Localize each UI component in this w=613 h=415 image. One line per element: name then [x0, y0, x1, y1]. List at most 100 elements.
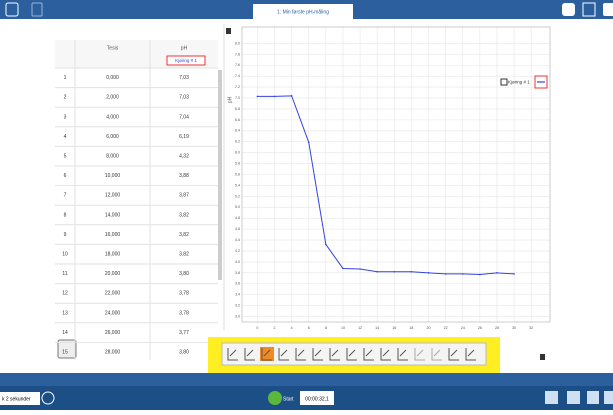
tool-glyph	[448, 348, 459, 361]
x-tick-label: 28	[495, 326, 499, 330]
cell: 3,82	[179, 232, 189, 238]
x-tick-label: 12	[358, 326, 362, 330]
x-tick-label: 24	[461, 326, 465, 330]
column-header: Tesis	[107, 45, 119, 51]
y-tick-label: 7.2	[235, 85, 240, 89]
data-point	[427, 272, 430, 274]
tool-glyph	[261, 348, 272, 361]
data-point	[444, 273, 447, 275]
cell: 18,000	[105, 252, 121, 258]
tool-icons	[227, 347, 476, 361]
x-tick-label: 2	[274, 326, 276, 330]
data-line	[257, 95, 515, 275]
data-point	[513, 273, 515, 275]
bluetooth-icon[interactable]	[562, 3, 575, 16]
share-icon[interactable]	[582, 2, 596, 17]
cell: 3	[64, 114, 67, 120]
tool-glyph	[227, 348, 238, 361]
tool-icon-b[interactable]	[567, 391, 580, 404]
y-tick-label: 4.2	[235, 249, 240, 253]
cell: 4	[64, 134, 67, 140]
run-label: Kjøring # 1	[175, 58, 197, 63]
tab[interactable]	[253, 4, 353, 19]
y-tick-label: 3.8	[235, 271, 240, 275]
x-tick-label: 4	[291, 326, 293, 330]
tool-icon-c[interactable]	[587, 391, 599, 404]
tool-glyph	[380, 348, 391, 361]
y-tick-label: 5.4	[235, 183, 240, 187]
cell: 7,03	[179, 75, 189, 81]
y-tick-label: 3.6	[235, 282, 240, 286]
data-point	[290, 95, 293, 97]
file-icon[interactable]	[31, 2, 43, 17]
table-menu[interactable]	[57, 339, 77, 359]
y-tick-label: 4.6	[235, 227, 240, 231]
cell: 2,000	[106, 95, 119, 101]
y-tick-label: 6.0	[235, 151, 240, 155]
data-point	[325, 243, 327, 246]
cell: 11	[62, 271, 67, 277]
data-point	[461, 273, 464, 275]
cell: 15	[62, 350, 68, 356]
cell: 1	[64, 75, 67, 81]
x-tick-label: 30	[512, 326, 516, 330]
lock-icon[interactable]	[226, 28, 231, 34]
cell: 9	[64, 232, 67, 238]
y-tick-label: 4.4	[235, 238, 240, 242]
y-tick-label: 7.4	[235, 74, 240, 78]
cell: 7	[64, 193, 67, 199]
y-tick-label: 6.4	[235, 129, 240, 133]
tool-icon-d[interactable]	[604, 391, 613, 404]
y-tick-label: 5.2	[235, 194, 240, 198]
x-tick-label: 22	[444, 326, 448, 330]
cell: 16,000	[105, 232, 121, 238]
cell: 3,82	[179, 212, 189, 218]
x-tick-label: 26	[478, 326, 482, 330]
start-label: Start	[283, 396, 294, 402]
interval-button[interactable]	[41, 391, 55, 405]
y-tick-label: 5.0	[235, 205, 240, 209]
tool-glyph	[346, 348, 357, 361]
x-tick-label: 10	[341, 326, 345, 330]
data-point	[410, 270, 413, 273]
y-tick-label: 3.0	[235, 314, 240, 318]
cell: 3,82	[179, 252, 189, 258]
x-tick-label: 0	[256, 326, 258, 330]
x-tick-label: 14	[375, 326, 379, 330]
legend-label: Kjøring # 1	[508, 80, 530, 85]
y-tick-label: 8.0	[235, 41, 240, 45]
cell: 10	[62, 252, 68, 258]
tool-glyph	[295, 348, 306, 361]
cell: 3,78	[179, 291, 189, 297]
cell: 7,04	[179, 114, 189, 120]
data-point	[307, 141, 310, 144]
cell: 8	[64, 212, 67, 218]
cell: 3,77	[179, 330, 189, 336]
cell: 3,87	[179, 193, 189, 199]
camera-icon[interactable]	[603, 3, 613, 16]
cell: 4,000	[106, 114, 119, 120]
tool-glyph	[329, 348, 340, 361]
y-tick-label: 7.0	[235, 96, 240, 100]
data-point	[256, 95, 259, 98]
cell: 24,000	[105, 310, 121, 316]
cell: 6,000	[106, 134, 119, 140]
cell: 14	[62, 330, 68, 336]
lock-icon-2[interactable]	[540, 354, 545, 360]
tool-glyph	[278, 348, 289, 361]
cell: 0,000	[106, 75, 119, 81]
start-button[interactable]	[268, 391, 282, 405]
interval-box[interactable]	[0, 392, 40, 405]
tool-icon-a[interactable]	[545, 391, 558, 404]
interval-label: k 2 sekunder	[2, 396, 31, 402]
y-tick-label: 7.6	[235, 63, 240, 67]
menu-icon[interactable]	[5, 2, 19, 17]
legend-check	[500, 78, 508, 86]
x-tick-label: 20	[427, 326, 431, 330]
data-point	[359, 268, 361, 270]
cell: 14,000	[105, 212, 121, 218]
time-box	[300, 391, 334, 405]
cell: 10,000	[105, 173, 121, 179]
